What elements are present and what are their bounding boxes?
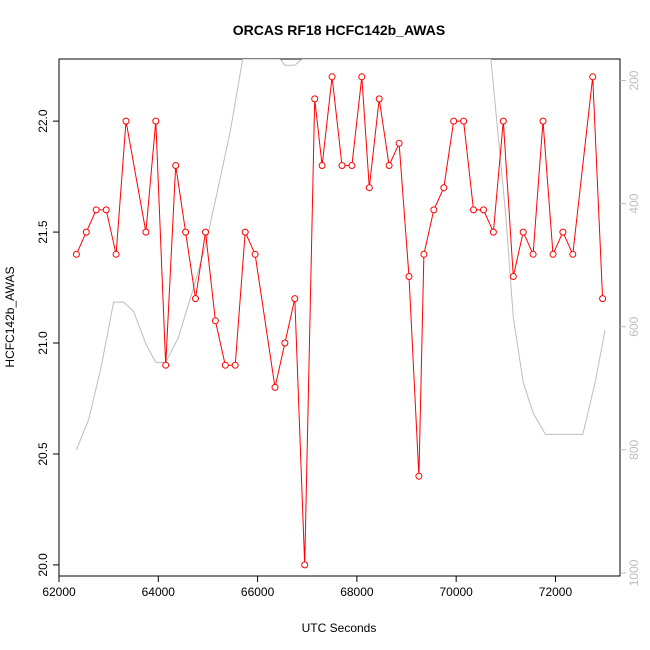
x-tick-label: 72000	[539, 585, 573, 599]
data-point	[311, 95, 319, 103]
data-point	[430, 206, 438, 214]
series-layer	[72, 59, 607, 569]
data-point	[231, 361, 239, 369]
data-point	[450, 117, 458, 125]
data-point	[599, 295, 607, 303]
y-tick-label: 21.0	[36, 331, 50, 355]
y-tick-label: 20.0	[36, 553, 50, 577]
y-tick-label: 20.5	[36, 442, 50, 466]
data-point	[251, 250, 259, 258]
data-point	[420, 250, 428, 258]
data-point	[549, 250, 557, 258]
x-tick-label: 66000	[241, 585, 275, 599]
data-point	[348, 162, 356, 169]
data-point	[172, 162, 180, 169]
right-axis: 200 400 600 800 1000	[620, 70, 641, 586]
right-tick-label: 200	[627, 70, 641, 90]
right-tick-label: 600	[627, 316, 641, 336]
x-axis-label: UTC Seconds	[302, 621, 377, 635]
data-point	[559, 228, 567, 236]
data-point	[182, 228, 190, 236]
data-point	[152, 117, 160, 125]
data-point	[470, 206, 477, 214]
data-point	[112, 250, 120, 258]
data-point	[395, 139, 403, 147]
data-point	[499, 117, 507, 125]
series-line-right-axis	[75, 59, 606, 450]
data-point	[202, 228, 209, 236]
data-point	[318, 162, 326, 169]
data-point	[460, 117, 468, 125]
data-point	[385, 162, 393, 169]
data-point	[328, 73, 336, 81]
data-point	[569, 250, 577, 258]
chart-title: ORCAS RF18 HCFC142b_AWAS	[233, 22, 445, 38]
data-point	[72, 250, 80, 258]
series-line	[75, 76, 604, 565]
data-point	[589, 73, 597, 81]
x-tick-label: 62000	[42, 585, 76, 599]
data-point	[338, 162, 346, 169]
data-point	[440, 184, 448, 192]
data-point	[509, 273, 517, 280]
data-point	[415, 472, 423, 480]
data-point	[480, 206, 487, 214]
data-point	[221, 361, 229, 369]
data-point	[539, 117, 547, 125]
data-point	[241, 228, 249, 236]
x-tick-label: 64000	[142, 585, 176, 599]
data-point	[192, 295, 199, 303]
data-point	[358, 73, 366, 81]
data-point	[301, 561, 309, 569]
y-tick-label: 21.5	[36, 220, 50, 244]
data-point	[142, 228, 150, 236]
data-point	[271, 383, 279, 391]
data-point	[365, 184, 373, 192]
data-point	[291, 295, 299, 303]
y-axis: 20.0 20.5 21.0 21.5 22.0	[36, 109, 59, 577]
data-point	[122, 117, 130, 125]
y-tick-label: 22.0	[36, 109, 50, 133]
data-point	[529, 250, 537, 258]
right-tick-label: 800	[627, 439, 641, 459]
data-point	[82, 228, 90, 236]
data-point	[375, 95, 383, 103]
data-point	[162, 361, 170, 369]
x-tick-label: 68000	[340, 585, 374, 599]
data-point	[102, 206, 110, 214]
right-tick-label: 1000	[627, 559, 641, 586]
data-point	[211, 317, 219, 325]
data-point	[405, 273, 413, 280]
right-tick-label: 400	[627, 193, 641, 213]
data-point	[92, 206, 100, 214]
data-point	[281, 339, 289, 347]
x-axis: 62000 64000 66000 68000 70000 72000	[42, 576, 572, 599]
data-point	[489, 228, 497, 236]
plot-frame	[58, 58, 621, 577]
data-point	[519, 228, 527, 236]
y-axis-label: HCFC142b_AWAS	[3, 266, 17, 367]
x-tick-label: 70000	[439, 585, 473, 599]
